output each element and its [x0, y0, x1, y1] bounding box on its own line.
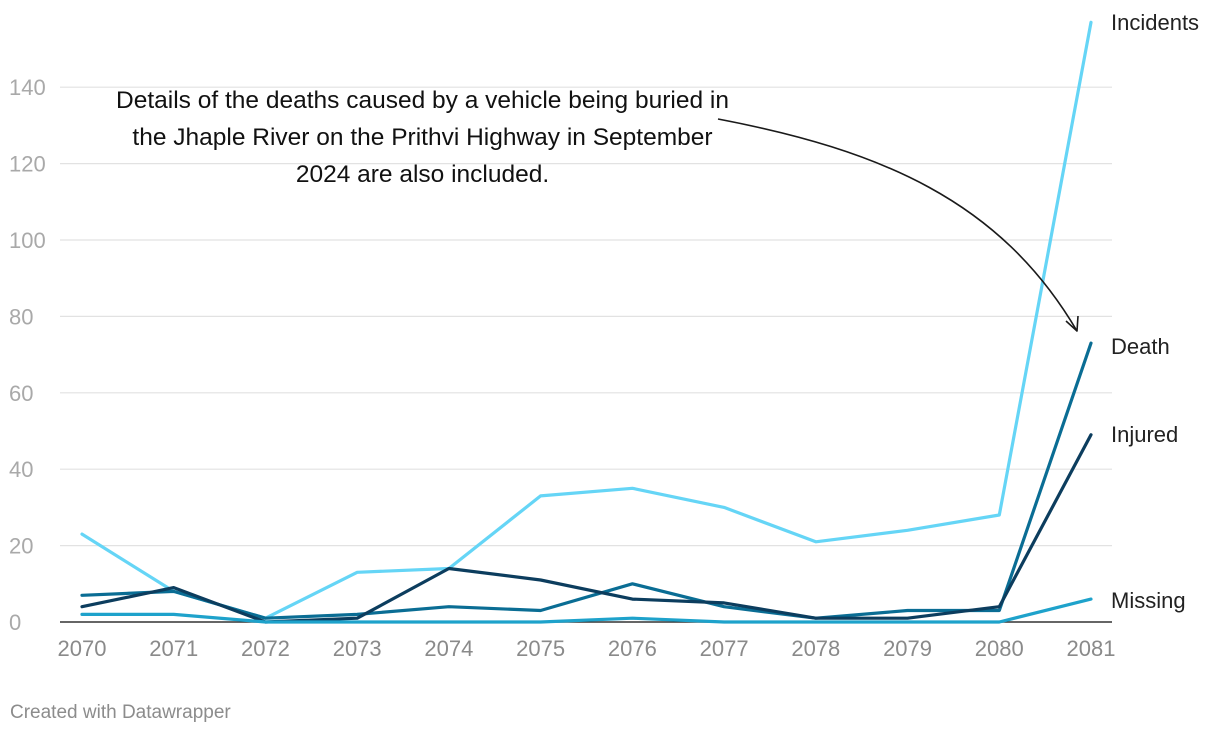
x-tick-label: 2079	[883, 636, 932, 661]
annotation-arrow	[717, 118, 1079, 332]
x-tick-label: 2074	[424, 636, 473, 661]
series-label-death: Death	[1111, 334, 1170, 359]
x-axis-ticks: 2070 2071 2072 2073 2074 2075 2076 2077 2078 2079…	[58, 636, 1116, 661]
x-tick-label: 2072	[241, 636, 290, 661]
series-label-injured: Injured	[1111, 422, 1178, 447]
y-axis-ticks: 0 20 40 60 80 100 120 140	[9, 75, 46, 635]
y-tick-label: 20	[9, 534, 33, 559]
x-tick-label: 2078	[791, 636, 840, 661]
series-line-injured	[80, 433, 1093, 624]
x-tick-label: 2071	[149, 636, 198, 661]
series-lines	[80, 20, 1093, 624]
y-tick-label: 120	[9, 152, 46, 177]
series-label-incidents: Incidents	[1111, 10, 1199, 35]
x-tick-label: 2075	[516, 636, 565, 661]
annotation-arrow-line	[717, 118, 1078, 332]
x-tick-label: 2081	[1067, 636, 1116, 661]
annotation-arrow-head	[1065, 315, 1079, 332]
annotation-text: Details of the deaths caused by a vehicl…	[116, 87, 729, 188]
y-tick-label: 100	[9, 228, 46, 253]
y-tick-label: 40	[9, 457, 33, 482]
series-line-missing	[80, 597, 1093, 624]
y-tick-label: 0	[9, 610, 21, 635]
series-label-missing: Missing	[1111, 588, 1186, 613]
footer-credit: Created with Datawrapper	[10, 702, 231, 723]
x-tick-label: 2080	[975, 636, 1024, 661]
y-tick-label: 140	[9, 75, 46, 100]
series-line-death	[80, 341, 1093, 620]
x-tick-label: 2070	[58, 636, 107, 661]
y-tick-label: 80	[9, 304, 33, 329]
series-labels: Incidents Death Injured Missing	[1111, 10, 1199, 613]
x-tick-label: 2077	[700, 636, 749, 661]
y-tick-label: 60	[9, 381, 33, 406]
x-tick-label: 2076	[608, 636, 657, 661]
x-tick-label: 2073	[333, 636, 382, 661]
